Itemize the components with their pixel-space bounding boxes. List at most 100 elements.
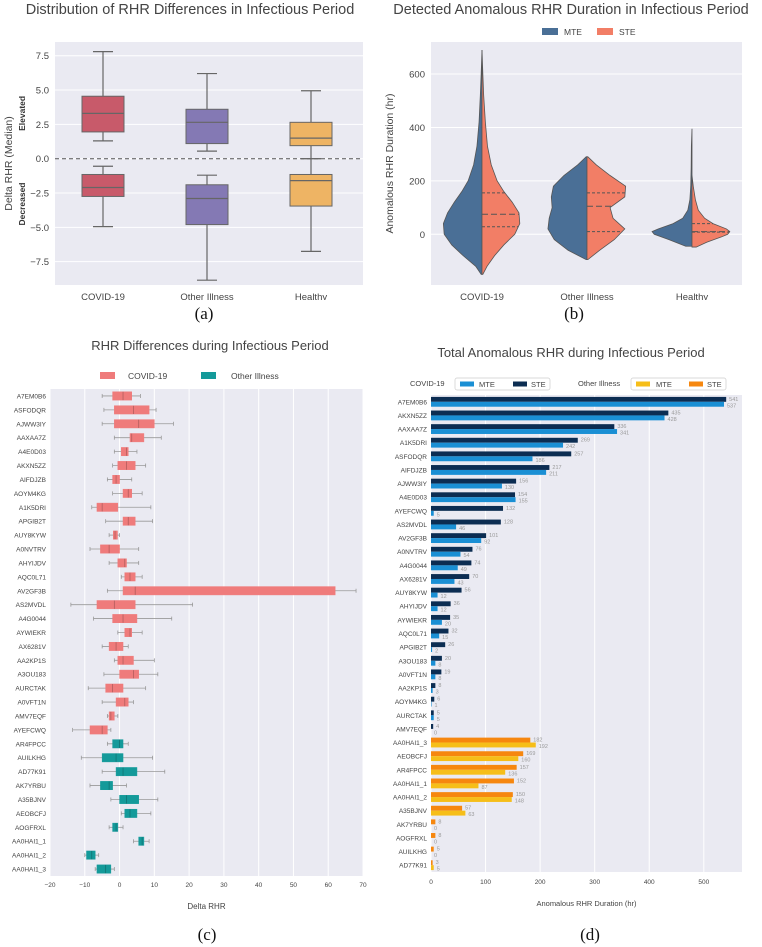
chart-b-title: Detected Anomalous RHR Duration in Infec…	[393, 2, 748, 18]
chart-b-ytick-label: 200	[409, 176, 425, 187]
chart-d-bar-ste	[431, 614, 451, 620]
chart-c-ytick-label: AOYM4KG	[14, 491, 46, 498]
chart-c-box	[122, 516, 136, 526]
chart-d-ytick-label: AA2KP1S	[398, 686, 428, 693]
chart-c-box	[108, 711, 115, 721]
chart-d-ytick-label: AYWIEKR	[398, 617, 428, 624]
chart-d-bar-ste	[431, 737, 531, 743]
chart-d-value-label-mte: 5	[437, 867, 440, 873]
chart-d-value-label-ste: 150	[516, 792, 525, 798]
chart-d-value-label-ste: 3	[436, 860, 439, 866]
chart-c-box	[119, 669, 139, 679]
chart-d-value-label-mte: 15	[442, 635, 448, 641]
chart-d-value-label-ste: 70	[472, 574, 478, 580]
chart-d-ytick-label: AS2MVDL	[397, 522, 428, 529]
chart-d-bar-mte	[431, 715, 434, 721]
chart-a-ytick-label: 2.5	[36, 120, 49, 131]
chart-c-box	[114, 419, 155, 429]
chart-d-value-label-ste: 20	[445, 656, 451, 662]
chart-d-bar-mte	[431, 551, 461, 557]
chart-b-xtick-label: Healthy	[676, 292, 708, 300]
chart-c-ytick-label: APGIB2T	[19, 519, 46, 526]
chart-d-ytick-label: AMV7EQF	[396, 726, 427, 733]
chart-c-box	[100, 781, 113, 790]
chart-a-ylabel: Delta RHR (Median)	[3, 116, 15, 211]
chart-c-box	[124, 628, 132, 637]
chart-d-value-label-ste: 57	[465, 806, 471, 812]
chart-c-box	[100, 544, 120, 554]
chart-d-value-label-mte: 8	[438, 662, 441, 668]
chart-c-ytick-label: AQC0L71	[17, 574, 46, 581]
chart-d-xtick-label: 100	[480, 879, 491, 886]
chart-d-bar-ste	[431, 669, 442, 675]
chart-d-ytick-label: AD77K91	[399, 863, 427, 870]
chart-d-value-label-mte: 46	[459, 526, 465, 532]
chart-a-ytick-label: 5.0	[36, 86, 49, 97]
chart-d-bar-mte	[431, 415, 665, 421]
chart-c-xtick-label: 20	[185, 882, 193, 889]
chart-a-ytick-label: 7.5	[36, 51, 49, 62]
chart-b-violin-ste	[691, 175, 731, 248]
chart-d-ytick-label: AJWW3IY	[397, 481, 427, 488]
chart-c-title: RHR Differences during Infectious Period	[91, 338, 329, 353]
chart-d-value-label-mte: 54	[463, 553, 469, 559]
chart-d-bar-ste	[431, 819, 436, 825]
chart-d-value-label-mte: 160	[521, 758, 530, 764]
chart-d-ytick-label: AEOBCFJ	[397, 754, 427, 761]
chart-d-bar-mte	[431, 565, 458, 571]
chart-c-box	[138, 836, 145, 846]
chart-d-xtick-label: 0	[429, 879, 433, 886]
chart-d-bar-ste	[431, 560, 472, 566]
chart-c-xtick-label: −10	[79, 882, 90, 889]
chart-c-ytick-label: AAXAA7Z	[17, 435, 46, 442]
chart-a-decreased-label: Decreased	[17, 182, 27, 225]
chart-c-legend-swatch-other	[201, 372, 216, 379]
chart-d-legend-swatch-covid-mte	[460, 381, 474, 387]
chart-d-bar-ste	[431, 451, 572, 457]
chart-d-value-label-mte: 2	[435, 649, 438, 655]
chart-d-title: Total Anomalous RHR during Infectious Pe…	[437, 345, 704, 360]
chart-c-ytick-label: ASFODQR	[14, 407, 46, 414]
chart-c-box	[96, 600, 136, 610]
chart-d-value-label-mte: 87	[481, 785, 487, 791]
chart-d-bar-mte	[431, 510, 434, 516]
chart-d-value-label-ste: 541	[729, 397, 738, 403]
chart-d-bar-ste	[431, 437, 578, 443]
chart-d-legend-swatch-covid-ste	[513, 381, 527, 387]
chart-d-value-label-mte: 49	[461, 567, 467, 573]
chart-d-bar-ste	[431, 642, 446, 648]
chart-d-bar-mte	[431, 756, 519, 762]
chart-c-rhr-differences-boxes: RHR Differences during Infectious Period…	[12, 338, 367, 911]
chart-d-value-label-mte: 43	[457, 580, 463, 586]
chart-d-bar-ste	[431, 751, 524, 757]
chart-d-ytick-label: AQC0L71	[398, 631, 427, 638]
chart-b-violin-mte	[547, 156, 588, 261]
chart-c-ytick-label: A7EM0B6	[17, 393, 47, 400]
chart-c-box	[112, 475, 120, 484]
chart-d-value-label-ste: 169	[526, 751, 535, 757]
chart-d-value-label-ste: 8	[438, 819, 441, 825]
chart-d-bar-ste	[431, 396, 727, 402]
chart-a-xtick-label: Other Illness	[180, 292, 234, 300]
chart-b-violin-ste	[481, 49, 521, 275]
chart-d-value-label-ste: 128	[504, 519, 513, 525]
chart-d-bar-ste	[431, 778, 514, 784]
chart-c-box	[121, 447, 129, 457]
chart-d-value-label-mte: 148	[515, 799, 524, 805]
chart-d-ytick-label: A0NVTRV	[397, 549, 428, 556]
chart-c-ytick-label: A3OU183	[17, 672, 46, 679]
chart-d-ytick-label: A7EM0B6	[398, 399, 428, 406]
chart-d-value-label-ste: 132	[506, 506, 515, 512]
chart-d-bar-mte	[431, 797, 512, 802]
chart-c-box	[122, 488, 132, 498]
chart-d-bar-ste	[431, 860, 433, 866]
chart-c-box	[108, 641, 124, 651]
chart-d-value-label-mte: 242	[566, 444, 575, 450]
chart-d-value-label-mte: 5	[437, 717, 440, 723]
chart-c-xtick-label: 0	[118, 882, 122, 889]
chart-d-bar-ste	[431, 574, 470, 579]
chart-d-ytick-label: AA0HAI1_1	[393, 781, 427, 788]
chart-c-xtick-label: 30	[220, 882, 228, 889]
chart-c-box	[122, 586, 336, 596]
chart-d-bar-ste	[431, 533, 487, 539]
